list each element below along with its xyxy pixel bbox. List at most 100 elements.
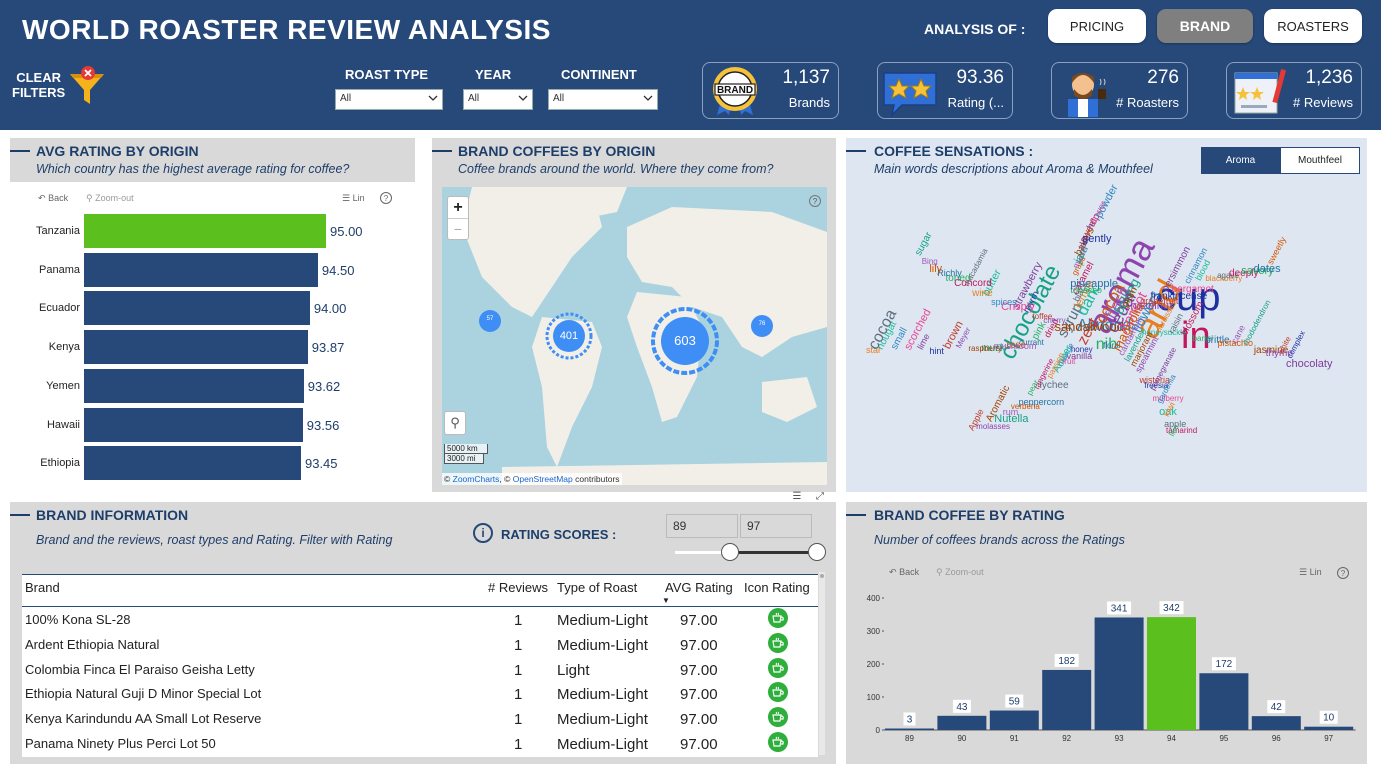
word-cloud-word[interactable]: honey bbox=[1070, 344, 1093, 354]
nav-pricing-button[interactable]: PRICING bbox=[1048, 9, 1146, 43]
word-cloud-word[interactable]: hint bbox=[929, 345, 944, 356]
word-cloud-word[interactable]: oak bbox=[1159, 406, 1177, 419]
word-cloud-word[interactable]: frankincense bbox=[1150, 291, 1208, 303]
rating-count-bar[interactable] bbox=[1094, 617, 1144, 730]
continent-select[interactable]: All bbox=[548, 89, 658, 110]
filter-lines-icon[interactable]: ☰ bbox=[792, 491, 802, 502]
scroll-thumb[interactable] bbox=[820, 574, 824, 578]
rating-max-input[interactable]: 97 bbox=[740, 514, 812, 538]
word-cloud-word[interactable]: honeysuckle bbox=[1141, 328, 1187, 338]
rating-count-bar[interactable] bbox=[885, 728, 934, 731]
word-cloud-word[interactable]: mushroom bbox=[993, 341, 1037, 352]
back-button[interactable]: ↶ Back bbox=[889, 567, 919, 578]
rating-bar[interactable] bbox=[84, 330, 308, 365]
word-cloud-word[interactable]: in bbox=[1181, 315, 1211, 357]
word-cloud-word[interactable]: floral bbox=[1103, 340, 1121, 350]
rating-count-bar[interactable] bbox=[1199, 673, 1249, 730]
word-cloud-word[interactable]: rum bbox=[1002, 407, 1019, 418]
word-cloud-word[interactable]: thyme bbox=[1265, 348, 1293, 360]
word-cloud-word[interactable]: nib bbox=[1095, 335, 1118, 353]
word-cloud-word[interactable]: tamarind bbox=[1166, 426, 1198, 436]
word-cloud-word[interactable]: freesia bbox=[1144, 381, 1169, 391]
word-cloud-word[interactable]: sandalwood bbox=[1054, 319, 1124, 335]
word-cloud-word[interactable]: musk bbox=[981, 342, 1006, 354]
word-cloud-word[interactable]: deeply bbox=[1229, 268, 1259, 279]
rating-bar[interactable] bbox=[84, 407, 303, 442]
expand-icon[interactable]: ⤢ bbox=[816, 491, 824, 502]
clear-filters-button[interactable]: CLEAR FILTERS bbox=[12, 70, 65, 100]
word-cloud-word[interactable]: chocolaty bbox=[1286, 358, 1333, 371]
word-cloud-word[interactable]: brittle bbox=[1205, 335, 1230, 347]
word-cloud-word[interactable]: barrel bbox=[1192, 333, 1214, 343]
linear-scale-toggle[interactable]: ☰ Lin bbox=[342, 193, 365, 204]
word-cloud-word[interactable]: molasses bbox=[976, 422, 1010, 432]
word-cloud-word[interactable]: rose bbox=[1006, 339, 1026, 351]
word-cloud-word[interactable]: toned bbox=[945, 273, 971, 285]
word-cloud-word[interactable]: pineapple bbox=[1070, 278, 1119, 291]
word-cloud-word[interactable]: tobacco bbox=[1070, 284, 1102, 295]
col-avg-rating[interactable]: AVG Rating bbox=[665, 580, 733, 595]
rating-slider-max-handle[interactable] bbox=[808, 543, 826, 561]
rating-count-bar[interactable] bbox=[1304, 726, 1354, 730]
rating-count-bar[interactable] bbox=[1042, 669, 1092, 730]
clear-filter-funnel-icon[interactable] bbox=[68, 66, 106, 108]
word-cloud-word[interactable]: currant bbox=[1018, 338, 1044, 348]
word-cloud-word[interactable]: grapefruit bbox=[1140, 295, 1179, 306]
word-cloud-word[interactable]: wisteria bbox=[1139, 375, 1170, 386]
zoom-out-button[interactable]: ⚲ Zoom-out bbox=[936, 567, 984, 578]
word-cloud-word[interactable]: cup bbox=[1156, 275, 1221, 319]
word-cloud-word[interactable]: hazelnut bbox=[1130, 299, 1173, 312]
tab-aroma[interactable]: Aroma bbox=[1201, 147, 1280, 174]
help-icon[interactable]: ? bbox=[1337, 567, 1349, 579]
rating-count-bar[interactable] bbox=[1147, 617, 1196, 730]
world-map[interactable]: 57 401 603 76 + − ? ⚲ 5000 km 3000 mi © … bbox=[442, 187, 827, 485]
word-cloud-word[interactable]: sweetly bbox=[1265, 234, 1289, 266]
word-cloud-word[interactable]: peppercorn bbox=[1018, 396, 1065, 407]
word-cloud-word[interactable]: rhododendron bbox=[1240, 298, 1273, 348]
word-cloud-word[interactable]: toffee bbox=[1032, 312, 1053, 322]
word-cloud-word[interactable]: vanilla bbox=[1066, 350, 1093, 361]
map-cluster-count[interactable]: 57 bbox=[486, 316, 494, 322]
sort-desc-icon[interactable]: ▼ bbox=[662, 596, 670, 605]
word-cloud-word[interactable]: mulberry bbox=[1152, 393, 1184, 403]
word-cloud-word[interactable]: Almond bbox=[1077, 316, 1132, 334]
rating-count-bar[interactable] bbox=[1251, 716, 1301, 730]
tab-mouthfeel[interactable]: Mouthfeel bbox=[1280, 147, 1360, 174]
word-cloud-word[interactable]: jasmine bbox=[1253, 345, 1289, 357]
zoomcharts-link[interactable]: ZoomCharts bbox=[452, 474, 500, 484]
word-cloud-word[interactable]: verbena bbox=[1010, 402, 1040, 412]
map-cluster-count[interactable]: 76 bbox=[758, 321, 766, 327]
col-brand[interactable]: Brand bbox=[25, 580, 60, 595]
help-icon[interactable]: ? bbox=[380, 192, 392, 204]
nav-roasters-button[interactable]: ROASTERS bbox=[1264, 9, 1362, 43]
word-cloud-word[interactable]: lychee bbox=[1039, 380, 1069, 392]
rating-bar[interactable] bbox=[84, 252, 318, 287]
map-zoom-out-button[interactable]: − bbox=[453, 221, 463, 237]
nav-brand-button[interactable]: BRAND bbox=[1157, 9, 1253, 43]
word-cloud-word[interactable]: sugar bbox=[913, 230, 935, 258]
roast-type-select[interactable]: All bbox=[335, 89, 443, 110]
linear-scale-toggle[interactable]: ☰ Lin bbox=[1299, 567, 1322, 578]
col-icon-rating[interactable]: Icon Rating bbox=[744, 580, 810, 595]
year-select[interactable]: All bbox=[463, 89, 533, 110]
table-scrollbar[interactable] bbox=[819, 572, 825, 755]
map-zoom-in-button[interactable]: + bbox=[448, 197, 468, 219]
rating-bar[interactable] bbox=[84, 446, 301, 481]
word-cloud-word[interactable]: bergamot bbox=[1171, 283, 1214, 295]
word-cloud-word[interactable]: Nutella bbox=[994, 412, 1029, 425]
word-cloud-word[interactable]: savory bbox=[1241, 265, 1274, 278]
word-cloud-word[interactable]: dates bbox=[1253, 262, 1281, 275]
word-cloud-word[interactable]: wine bbox=[972, 287, 993, 299]
rating-bar[interactable] bbox=[84, 214, 326, 248]
rating-bar[interactable] bbox=[84, 291, 310, 326]
word-cloud-word[interactable]: cherry bbox=[1043, 315, 1066, 325]
word-cloud-word[interactable]: spices bbox=[991, 296, 1017, 307]
map-cluster-count[interactable]: 603 bbox=[674, 333, 696, 348]
zoom-out-button[interactable]: ⚲ Zoom-out bbox=[86, 193, 134, 204]
word-cloud-word[interactable]: star bbox=[866, 344, 882, 355]
word-cloud-word[interactable]: apple bbox=[1164, 419, 1187, 430]
word-cloud-word[interactable]: Crisply bbox=[1001, 300, 1035, 313]
word-cloud-word[interactable]: fruit bbox=[1062, 356, 1076, 366]
word-cloud-word[interactable]: Concord bbox=[954, 278, 992, 290]
word-cloud-word[interactable]: raspberry bbox=[968, 343, 1003, 353]
